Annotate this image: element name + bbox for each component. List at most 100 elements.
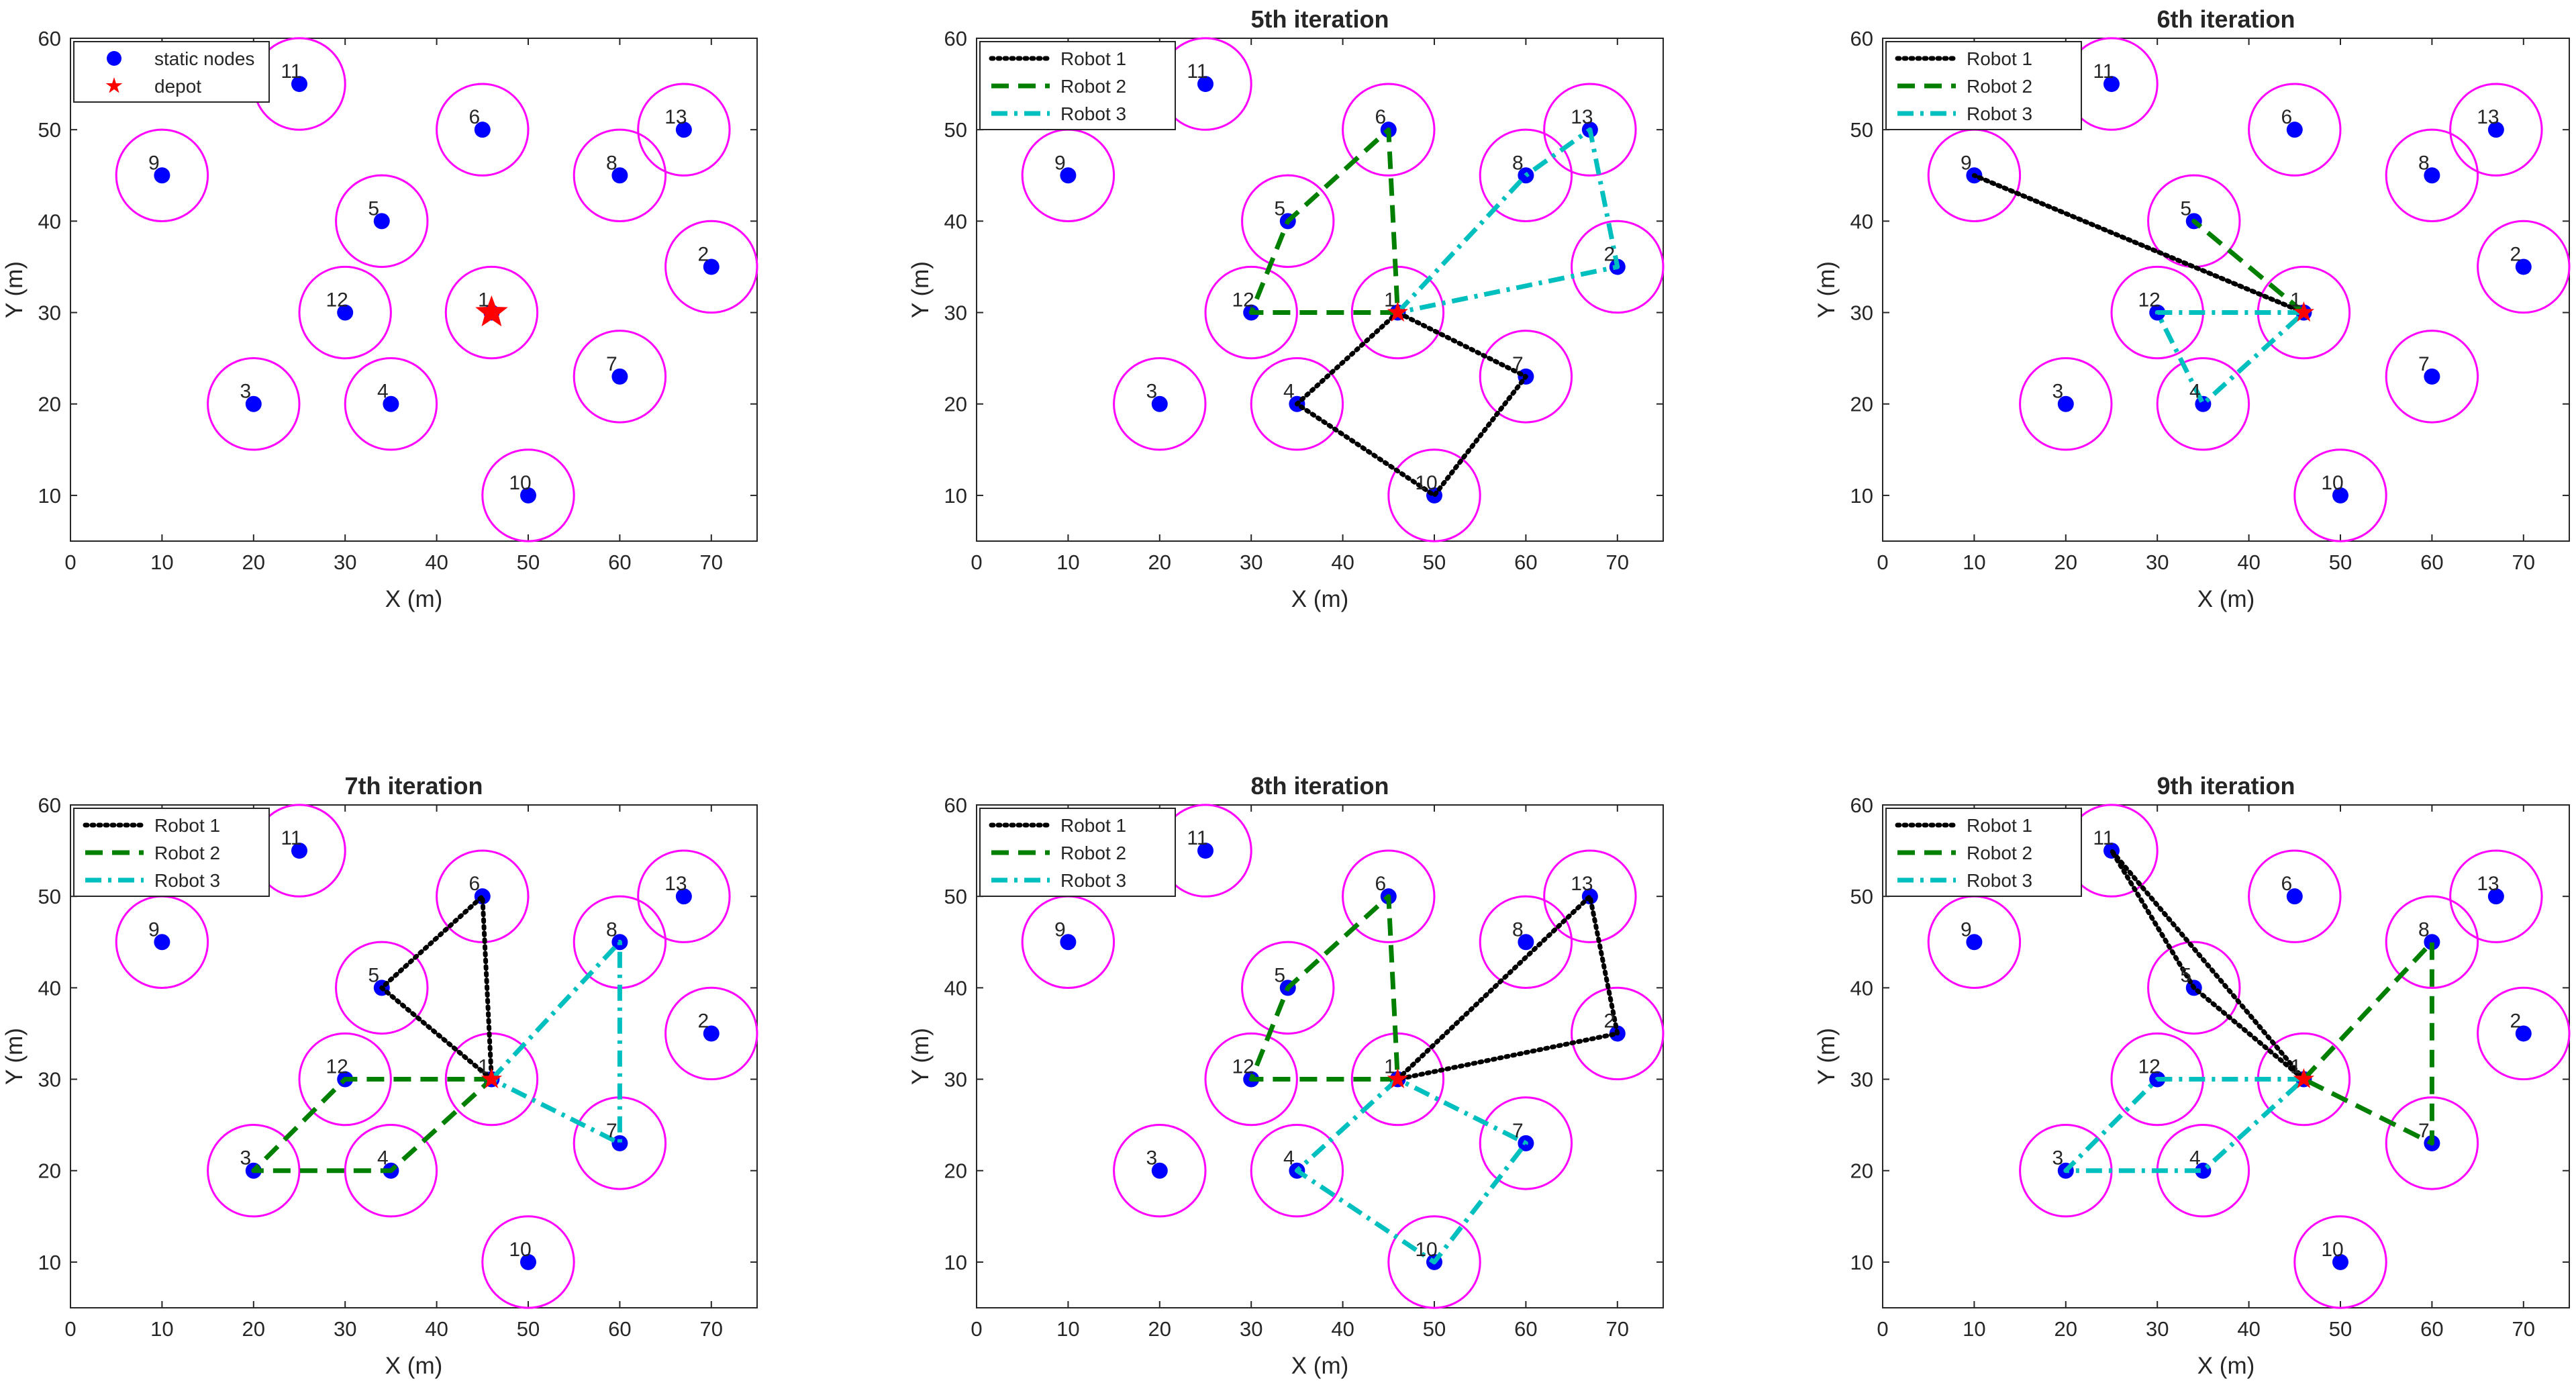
- node-label: 4: [377, 381, 389, 403]
- node-label: 4: [2189, 1147, 2201, 1169]
- depot-star-icon: [1387, 1067, 1409, 1088]
- y-tick-label: 20: [1850, 1159, 1873, 1183]
- static-node-3: [2057, 395, 2074, 412]
- x-tick-label: 30: [1240, 1317, 1262, 1341]
- node-label: 10: [2321, 472, 2343, 494]
- y-tick-label: 30: [1850, 301, 1873, 325]
- y-tick-label: 50: [944, 118, 967, 142]
- node-label: 2: [697, 1010, 709, 1032]
- y-tick-label: 40: [38, 976, 61, 1000]
- y-tick-label: 60: [944, 27, 967, 50]
- node-label: 11: [281, 60, 301, 83]
- node-label: 3: [240, 381, 251, 403]
- panel-3: 0 10 20 30 40 50 60 70 10 20 30 40 50 60 X (m) Y (m) 6th…: [1814, 5, 2571, 612]
- node-label: 4: [1283, 381, 1295, 403]
- panel-4: 0 10 20 30 40 50 60 70 10 20 30 40 50 60 X (m) Y (m) 7th…: [1, 772, 758, 1379]
- node-label: 7: [2418, 353, 2430, 375]
- node-label: 2: [1603, 1010, 1615, 1032]
- legend-label: Robot 3: [1060, 870, 1126, 891]
- x-tick-label: 40: [425, 551, 448, 574]
- node-label: 4: [2189, 381, 2201, 403]
- node-label: 1: [2290, 289, 2301, 312]
- static-node-10: [520, 1253, 536, 1270]
- axes-box: [70, 38, 758, 542]
- y-tick-label: 60: [38, 794, 61, 817]
- coverage-circle-8: [1479, 128, 1573, 222]
- legend-label: Robot 1: [1967, 815, 2032, 836]
- node-label: 1: [1384, 289, 1395, 312]
- node-label: 11: [2093, 60, 2114, 83]
- x-tick-label: 50: [2329, 1317, 2352, 1341]
- legend-box: [979, 41, 1176, 130]
- depot-star-icon: [2293, 301, 2315, 322]
- node-label: 2: [2510, 1010, 2521, 1032]
- y-tick-label: 30: [944, 1068, 967, 1092]
- coverage-circle-12: [1204, 1032, 1298, 1127]
- x-axis-label: X (m): [385, 586, 443, 612]
- node-label: 3: [2052, 1147, 2063, 1169]
- x-tick-label: 70: [2512, 551, 2535, 574]
- node-label: 10: [509, 1239, 531, 1261]
- y-tick-label: 20: [38, 1159, 61, 1183]
- x-tick-label: 10: [1963, 1317, 1985, 1341]
- coverage-circle-10: [481, 1215, 575, 1309]
- y-tick-label: 30: [1850, 1068, 1873, 1092]
- route-robot-1: [379, 894, 494, 1082]
- coverage-circle-10: [1387, 448, 1481, 542]
- legend: Robot 1 Robot 2 Robot 3: [979, 41, 1176, 130]
- coverage-circle-1: [444, 265, 539, 360]
- coverage-circle-5: [1241, 174, 1335, 269]
- y-tick-label: 50: [38, 885, 61, 908]
- node-label: 8: [2418, 152, 2430, 174]
- coverage-circle-6: [436, 83, 530, 177]
- node-label: 13: [664, 873, 687, 895]
- depot-star-icon: [481, 1067, 503, 1088]
- static-node-12: [337, 304, 354, 321]
- y-tick-label: 10: [38, 484, 61, 508]
- node-label: 11: [281, 827, 301, 849]
- y-tick-label: 10: [38, 1251, 61, 1274]
- x-tick-label: 20: [2054, 1317, 2077, 1341]
- y-tick-label: 40: [944, 209, 967, 233]
- x-tick-label: 70: [700, 1317, 723, 1341]
- node-label: 8: [1512, 152, 1524, 174]
- panel-2: 0 10 20 30 40 50 60 70 10 20 30 40 50 60 X (m) Y (m) 5th…: [907, 5, 1665, 612]
- x-tick-label: 70: [700, 551, 723, 574]
- x-tick-label: 40: [425, 1317, 448, 1341]
- node-label: 8: [606, 918, 617, 941]
- route-robot-3: [2063, 1077, 2306, 1174]
- y-tick-label: 60: [38, 27, 61, 50]
- legend-label: Robot 2: [1967, 76, 2032, 97]
- x-tick-label: 50: [517, 1317, 540, 1341]
- x-axis-label: X (m): [1291, 1353, 1349, 1379]
- node-label: 2: [697, 243, 709, 265]
- coverage-circle-13: [2449, 83, 2543, 177]
- axes-box: [70, 804, 758, 1308]
- y-tick-label: 10: [944, 1251, 967, 1274]
- coverage-circle-12: [1204, 265, 1298, 360]
- node-label: 12: [2138, 1056, 2161, 1078]
- node-label: 7: [1512, 353, 1524, 375]
- coverage-circle-3: [207, 1124, 301, 1218]
- coverage-circle-7: [1479, 1096, 1573, 1190]
- coverage-circle-6: [1342, 849, 1436, 943]
- coverage-circle-3: [1113, 357, 1207, 451]
- coverage-circle-3: [2019, 357, 2113, 451]
- node-label: 1: [1384, 1056, 1395, 1078]
- node-label: 6: [468, 106, 480, 128]
- x-tick-label: 0: [64, 551, 76, 574]
- legend-label: Robot 1: [1060, 815, 1126, 836]
- static-node-8: [1518, 934, 1534, 951]
- y-tick-label: 10: [1850, 1251, 1873, 1274]
- route-robot-2: [1248, 894, 1400, 1082]
- node-label: 7: [606, 1120, 617, 1142]
- panel-title: 8th iteration: [1250, 772, 1389, 800]
- y-tick-label: 60: [1850, 27, 1873, 50]
- legend-label: Robot 2: [1060, 843, 1126, 863]
- depot-star-icon: [475, 295, 508, 327]
- static-node-6: [474, 122, 491, 138]
- legend-label: Robot 1: [154, 815, 220, 836]
- legend: static nodes depot: [73, 41, 270, 103]
- static-node-6: [2286, 888, 2303, 905]
- static-node-13: [675, 122, 692, 138]
